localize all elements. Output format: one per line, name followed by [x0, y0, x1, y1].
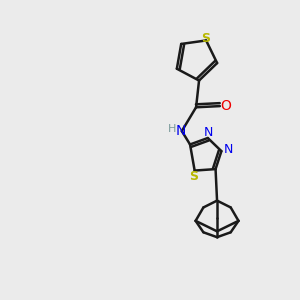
Text: N: N: [176, 124, 186, 138]
Text: S: S: [202, 32, 211, 46]
Text: N: N: [204, 126, 213, 139]
Text: N: N: [223, 143, 232, 156]
Text: H: H: [168, 124, 176, 134]
Text: O: O: [220, 98, 231, 112]
Text: S: S: [190, 170, 199, 183]
